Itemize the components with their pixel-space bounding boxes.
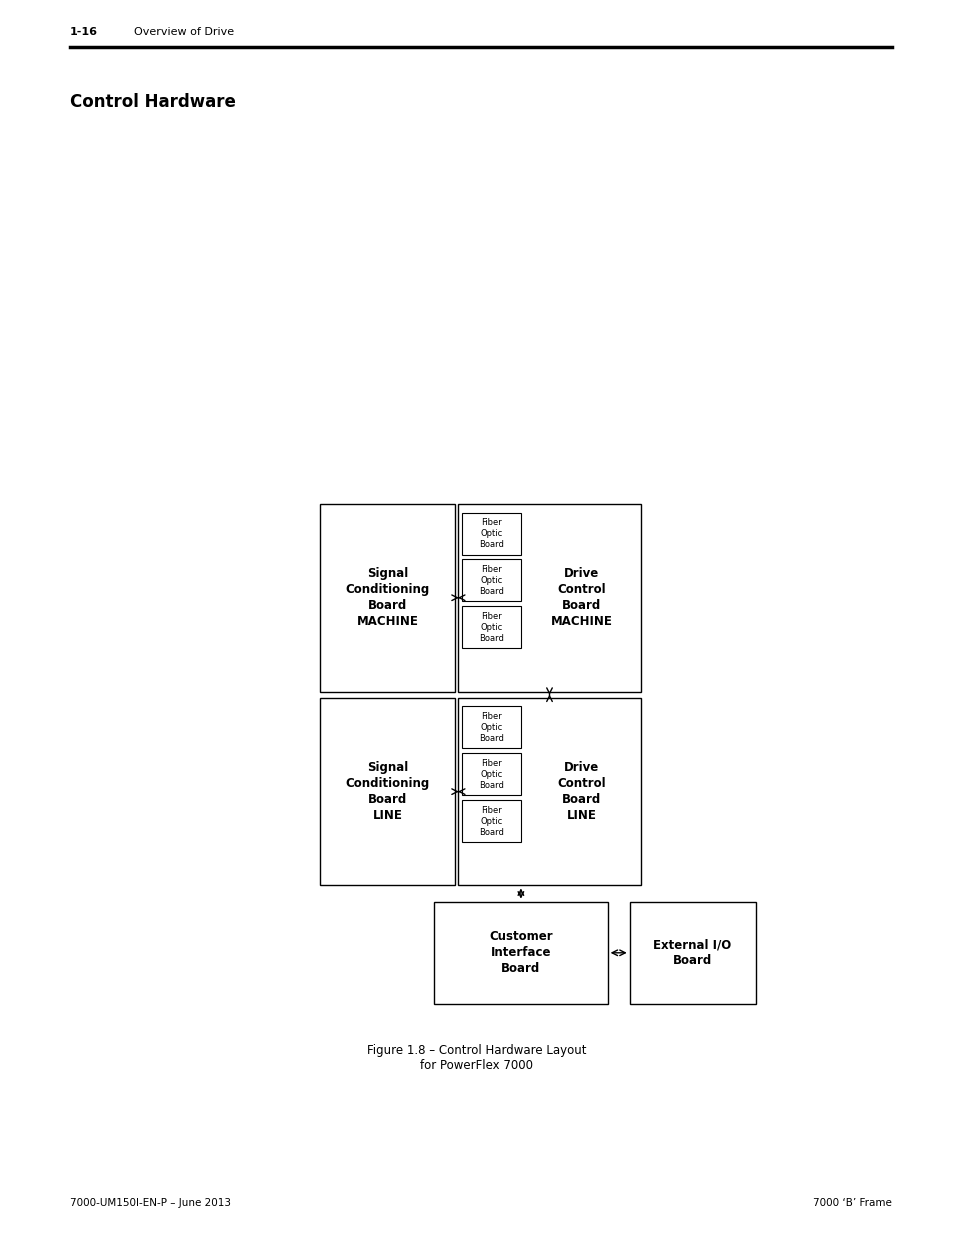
Text: Fiber
Optic
Board: Fiber Optic Board <box>478 758 503 790</box>
Text: Signal
Conditioning
Board
LINE: Signal Conditioning Board LINE <box>345 761 429 823</box>
Bar <box>457 698 640 885</box>
Bar <box>461 706 520 748</box>
Text: Fiber
Optic
Board: Fiber Optic Board <box>478 711 503 743</box>
Bar <box>319 504 455 692</box>
Text: Drive
Control
Board
MACHINE: Drive Control Board MACHINE <box>551 567 612 629</box>
Bar <box>434 902 607 1004</box>
Text: Customer
Interface
Board: Customer Interface Board <box>489 930 552 976</box>
Text: Fiber
Optic
Board: Fiber Optic Board <box>478 611 503 643</box>
Bar <box>457 504 640 692</box>
Text: Fiber
Optic
Board: Fiber Optic Board <box>478 805 503 837</box>
Bar <box>461 606 520 648</box>
Text: Fiber
Optic
Board: Fiber Optic Board <box>478 564 503 597</box>
Text: Drive
Control
Board
LINE: Drive Control Board LINE <box>558 761 605 823</box>
Text: 7000 ‘B’ Frame: 7000 ‘B’ Frame <box>812 1198 891 1208</box>
Text: 7000-UM150I-EN-P – June 2013: 7000-UM150I-EN-P – June 2013 <box>70 1198 231 1208</box>
Bar <box>319 698 455 885</box>
Bar <box>461 513 520 555</box>
Bar <box>629 902 755 1004</box>
Text: 1-16: 1-16 <box>70 27 97 37</box>
Text: External I/O
Board: External I/O Board <box>653 939 731 967</box>
Bar <box>461 753 520 795</box>
Text: Fiber
Optic
Board: Fiber Optic Board <box>478 517 503 550</box>
Text: Figure 1.8 – Control Hardware Layout
for PowerFlex 7000: Figure 1.8 – Control Hardware Layout for… <box>367 1044 586 1072</box>
Text: Overview of Drive: Overview of Drive <box>133 27 233 37</box>
Bar <box>461 800 520 842</box>
Text: Signal
Conditioning
Board
MACHINE: Signal Conditioning Board MACHINE <box>345 567 429 629</box>
Text: Control Hardware: Control Hardware <box>70 93 235 111</box>
Bar <box>461 559 520 601</box>
